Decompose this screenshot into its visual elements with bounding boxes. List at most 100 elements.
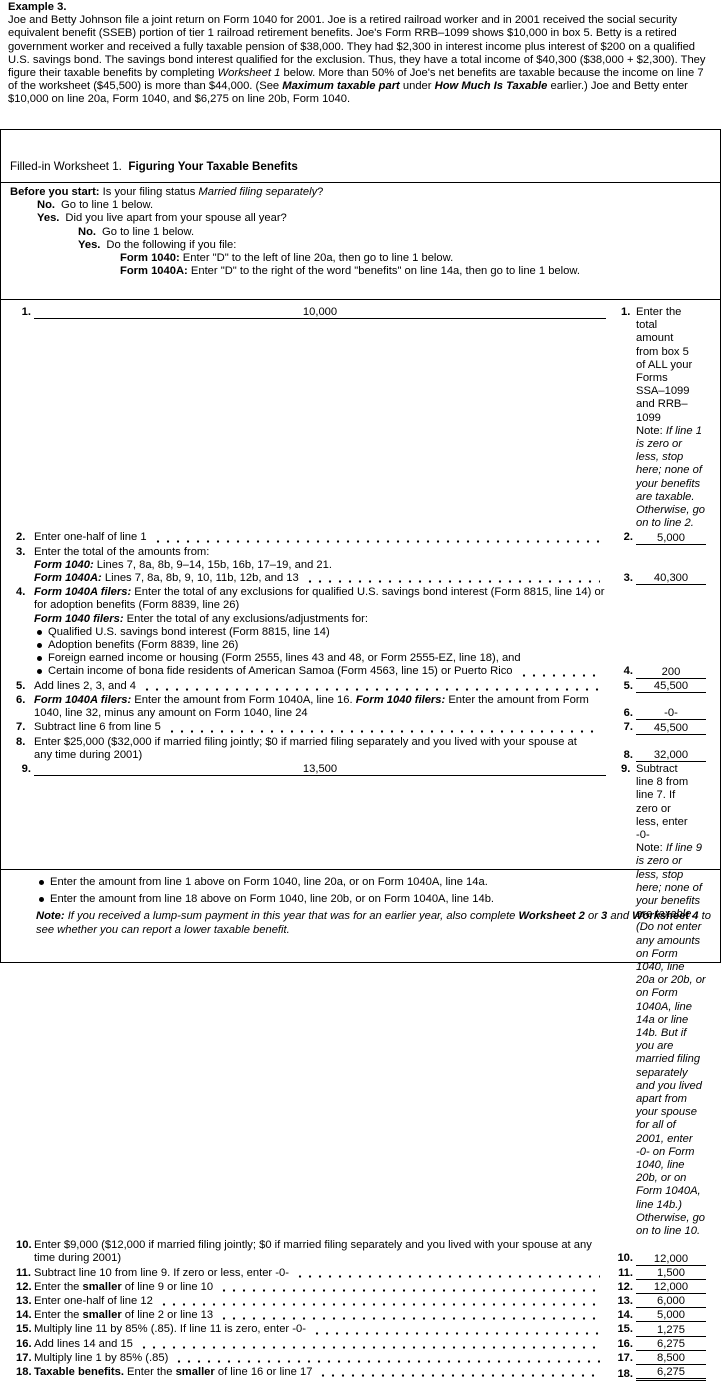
line-number: 11. <box>16 1266 31 1279</box>
line-number: 18. <box>16 1366 32 1379</box>
example: Example 3. Joe and Betty Johnson file a … <box>8 1 713 107</box>
leader-row: Subtract line 8 from line 7. If zero or … <box>636 763 706 842</box>
dot-leader <box>318 1367 600 1378</box>
worksheet: Filled-in Worksheet 1. Figuring Your Tax… <box>0 129 721 1381</box>
leader-row: Enter one-half of line 12 <box>34 1295 606 1308</box>
text: Enter $9,000 ($12,000 if married filing … <box>34 1239 592 1265</box>
line-text: Enter the smaller of line 9 or line 10 <box>34 1281 606 1294</box>
text: Enter the total of any exclusions/adjust… <box>123 612 368 625</box>
text: Form 1040A: <box>120 265 188 278</box>
line-value: 13,500 <box>34 763 606 776</box>
text-run: Enter the smaller of line 9 or line 10 <box>34 1281 213 1294</box>
leader-row: Enter $25,000 ($32,000 if married filing… <box>34 736 606 762</box>
line-text: Form 1040A filers: Enter the amount from… <box>34 694 606 720</box>
text-run: Subtract line 10 from line 9. If zero or… <box>34 1267 289 1280</box>
line-main: Enter the total of the amounts from: <box>34 546 606 559</box>
line-value: 12,000 <box>636 1253 706 1266</box>
line-text: Add lines 2, 3, and 4 <box>34 680 606 693</box>
line-number: 2. <box>16 531 26 544</box>
line-text: Add lines 14 and 15 <box>34 1338 606 1351</box>
line-sub: Form 1040 filers: Enter the total of any… <box>34 613 606 626</box>
worksheet-line: 10. Enter $9,000 ($12,000 if married fili… <box>1 1239 720 1266</box>
text: Married filing separately <box>198 186 318 198</box>
line-value: -0- <box>636 707 706 721</box>
text: smaller <box>175 1366 215 1379</box>
label: Yes. <box>78 238 101 251</box>
text: 3 <box>601 910 608 923</box>
line-number: 14. <box>16 1309 32 1322</box>
heading-prefix: Filled-in Worksheet 1. <box>10 160 122 173</box>
line-number: 1. <box>621 306 631 318</box>
text: of line 9 or line 10 <box>121 1280 214 1293</box>
heading: Figuring Your Taxable Benefits <box>128 160 298 173</box>
dot-leader <box>166 722 600 733</box>
text: to see whether you can report a lower ta… <box>36 910 711 936</box>
worksheet-line: 3. Enter the total of the amounts from: Fo… <box>1 546 720 586</box>
text: Enter the total amount from box 5 of ALL… <box>636 306 693 424</box>
line-number: 4. <box>16 586 26 599</box>
box-number: 10. <box>617 1252 633 1265</box>
text: Enter the total of the amounts from: <box>34 545 210 558</box>
text: Lines 7, 8a, 8b, 9, 10, 11b, 12b, and 13 <box>101 572 299 585</box>
line-value: 5,000 <box>636 1309 706 1323</box>
worksheet-line: 2. Enter one-half of line 1 2. 5,000 <box>1 531 720 545</box>
text: Do the following if you file: <box>106 238 237 251</box>
line-value: 200 <box>636 666 706 679</box>
line-value: 45,500 <box>636 680 706 693</box>
leader-row: Enter $9,000 ($12,000 if married filing … <box>34 1239 606 1265</box>
leader-row: Multiply line 11 by 85% (.85). If line 1… <box>34 1323 606 1336</box>
text-run: Enter the total amount from box 5 of ALL… <box>636 306 694 425</box>
line-text: Subtract line 8 from line 7. If zero or … <box>636 763 706 1238</box>
leader-row: Enter one-half of line 1 <box>34 531 606 544</box>
text: Go to line 1 below. <box>102 225 195 238</box>
line-text: Multiply line 1 by 85% (.85) <box>34 1352 606 1365</box>
box-number: 11. <box>618 1266 633 1279</box>
bullet: Qualified U.S. savings bond interest (Fo… <box>34 626 606 639</box>
box-number: 6. <box>623 707 633 720</box>
leader-row: Add lines 14 and 15 <box>34 1338 606 1351</box>
leader-row: Subtract line 6 from line 5 <box>34 721 606 734</box>
box-number: 18. <box>617 1367 633 1380</box>
leader-row: Certain income of bona fide residents of… <box>34 665 606 678</box>
dot-leader <box>304 573 600 584</box>
worksheet-line: 13. Enter one-half of line 12 13. 6,000 <box>1 1295 720 1309</box>
text: and <box>607 910 633 923</box>
text-run: Enter $9,000 ($12,000 if married filing … <box>34 1239 594 1265</box>
box-number: 1. <box>21 306 31 318</box>
line-number: 7. <box>16 721 26 734</box>
text: Enter "D" to the left of line 20a, then … <box>179 252 454 265</box>
text-run: Enter the smaller of line 2 or line 13 <box>34 1309 213 1322</box>
label: Yes. <box>37 212 60 225</box>
text: Enter one-half of line 12 <box>34 1295 153 1308</box>
line-text: Enter the total amount from box 5 of ALL… <box>636 306 706 530</box>
text: Enter the amount from Form 1040A, line 1… <box>131 693 356 706</box>
dot-leader <box>158 1296 600 1307</box>
text: Subtract line 10 from line 9. If zero or… <box>34 1266 289 1279</box>
box-number: 5. <box>623 679 633 692</box>
text-run: Enter one-half of line 1 <box>34 531 147 544</box>
text: below. More than 50% of Joe's net benefi… <box>8 67 704 93</box>
text: Joe and Betty Johnson file a joint retur… <box>8 14 706 80</box>
box-number: 13. <box>617 1295 633 1308</box>
leader-row: Multiply line 1 by 85% (.85) <box>34 1352 606 1365</box>
worksheet-lines: 1. Enter the total amount from box 5 of A… <box>1 300 720 1381</box>
label: No. <box>78 225 97 238</box>
text: earlier.) Joe and Betty enter $10,000 on… <box>8 80 688 106</box>
text: Subtract line 8 from line 7. If zero or … <box>636 762 689 841</box>
line-text: Taxable benefits. Enter the smaller of l… <box>34 1366 606 1381</box>
example-title: Example 3. <box>8 1 67 13</box>
dot-leader <box>518 666 600 677</box>
text: Form 1040A filers: <box>34 586 132 599</box>
leader-row: Enter the smaller of line 9 or line 10 <box>34 1281 606 1294</box>
text: Multiply line 1 by 85% (.85) <box>34 1351 169 1364</box>
text: Enter $25,000 ($32,000 if married filing… <box>34 735 577 761</box>
text-run: Form 1040A: Lines 7, 8a, 8b, 9, 10, 11b,… <box>34 572 299 585</box>
line-number: 16. <box>16 1337 32 1350</box>
text: Note: <box>36 910 65 923</box>
line-text: Subtract line 10 from line 9. If zero or… <box>34 1267 606 1280</box>
worksheet-line: 7. Subtract line 6 from line 5 7. 45,500 <box>1 721 720 735</box>
text: of line 2 or line 13 <box>121 1309 214 1322</box>
text: Is your filing status <box>99 186 199 198</box>
dot-leader <box>142 680 600 691</box>
